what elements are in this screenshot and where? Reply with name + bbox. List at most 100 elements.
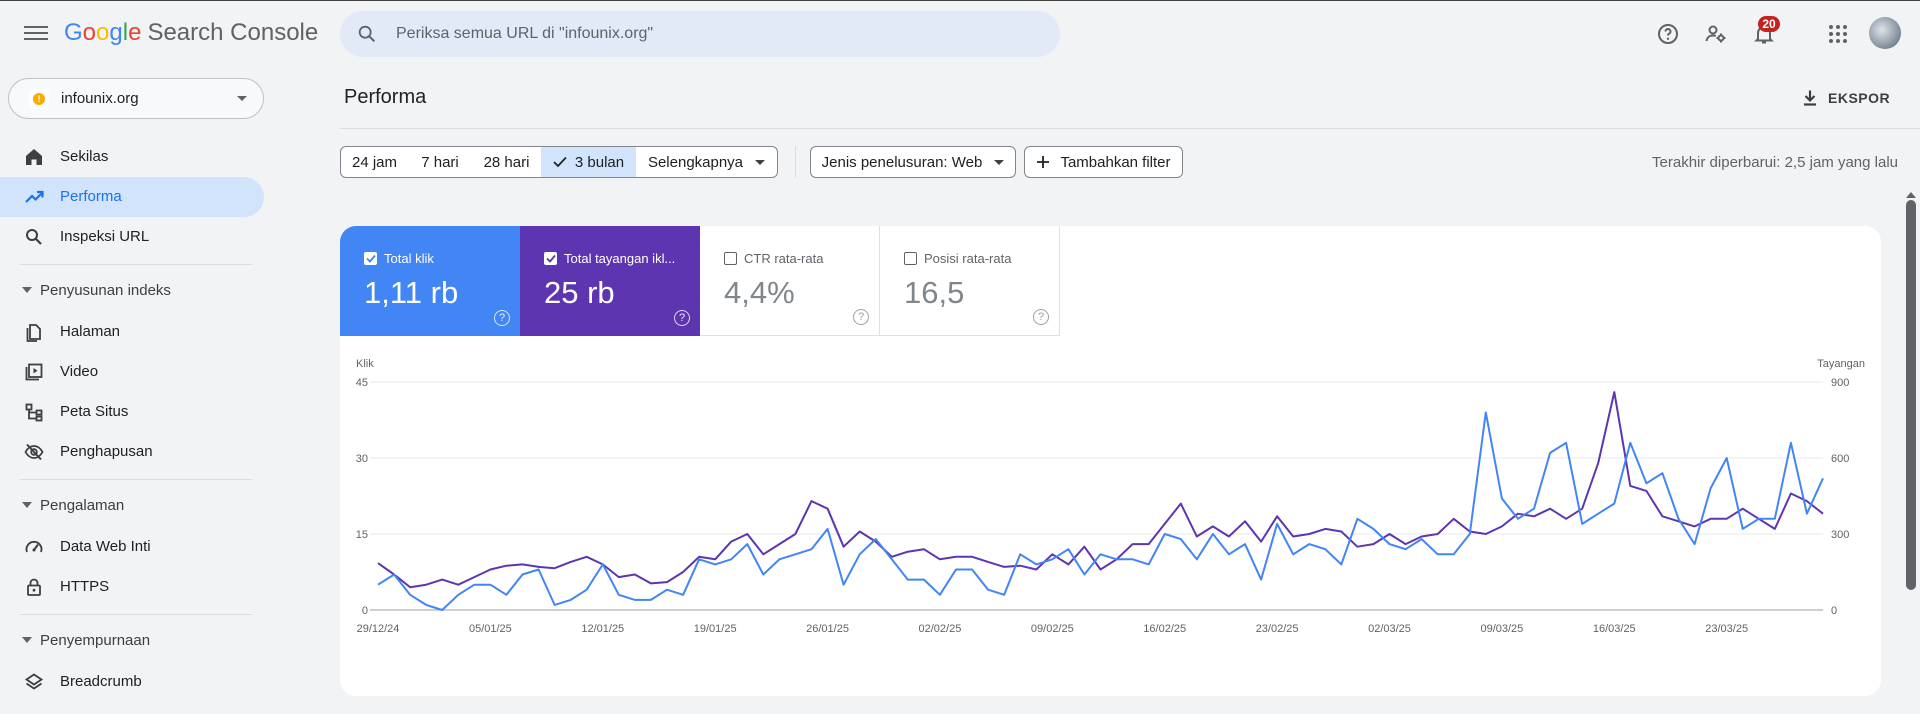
right-tick-label: 300 bbox=[1831, 529, 1849, 541]
sidebar-section-label: Pengalaman bbox=[40, 497, 125, 514]
menu-icon[interactable] bbox=[22, 23, 50, 45]
checkbox-unchecked-icon[interactable] bbox=[904, 252, 917, 265]
sidebar-item-label: Data Web Inti bbox=[60, 538, 151, 555]
scroll-up-arrow[interactable] bbox=[1906, 192, 1916, 198]
collapse-triangle-icon bbox=[22, 287, 32, 293]
sidebar-item-performance[interactable]: Performa bbox=[0, 177, 264, 217]
series-line-klik bbox=[377, 411, 1824, 611]
metric-value: 25 rb bbox=[544, 275, 615, 310]
right-tick-label: 900 bbox=[1831, 377, 1849, 389]
sidebar-item-https[interactable]: HTTPS bbox=[0, 567, 264, 607]
range-label: 28 hari bbox=[483, 153, 530, 171]
sidebar-item-pages[interactable]: Halaman bbox=[0, 312, 264, 352]
metric-average-position[interactable]: Posisi rata-rata 16,5 ? bbox=[880, 226, 1060, 336]
sidebar-item-overview[interactable]: Sekilas bbox=[0, 137, 264, 177]
metric-total-clicks[interactable]: Total klik 1,11 rb ? bbox=[340, 226, 520, 336]
sidebar-section-experience[interactable]: Pengalaman bbox=[0, 491, 264, 521]
scrollbar-thumb[interactable] bbox=[1906, 200, 1916, 590]
export-label: EKSPOR bbox=[1828, 90, 1891, 106]
sidebar-section-indexing[interactable]: Penyusunan indeks bbox=[0, 276, 264, 306]
checkbox-checked-icon[interactable] bbox=[544, 252, 557, 265]
pages-icon bbox=[26, 324, 41, 342]
add-filter-label: Tambahkan filter bbox=[1060, 153, 1171, 171]
x-tick-label: 23/03/25 bbox=[1705, 623, 1748, 635]
sidebar-item-label: Sekilas bbox=[60, 148, 109, 165]
x-tick-label: 12/01/25 bbox=[581, 623, 624, 635]
sidebar-item-label: Peta Situs bbox=[60, 403, 129, 420]
x-tick-label: 09/02/25 bbox=[1031, 623, 1074, 635]
x-tick-label: 02/03/25 bbox=[1368, 623, 1411, 635]
sidebar-item-sitemaps[interactable]: Peta Situs bbox=[0, 392, 264, 432]
google-search-console-logo[interactable]: Google Search Console bbox=[64, 19, 318, 47]
help-icon[interactable]: ? bbox=[674, 310, 690, 326]
performance-chart: 0 15 30 45 0 300 600 900 Klik Tayangan 29/12/24 05/… bbox=[356, 358, 1865, 635]
sidebar-divider bbox=[20, 614, 252, 615]
collapse-triangle-icon bbox=[22, 502, 32, 508]
url-inspection-search[interactable] bbox=[340, 11, 1060, 57]
more-ranges-dropdown[interactable]: Selengkapnya bbox=[636, 146, 778, 178]
help-icon[interactable]: ? bbox=[494, 310, 510, 326]
help-icon[interactable] bbox=[1653, 19, 1683, 49]
manage-users-icon[interactable] bbox=[1701, 19, 1731, 49]
chevron-down-icon bbox=[237, 96, 247, 101]
sitemap-icon bbox=[25, 403, 43, 422]
download-icon bbox=[1804, 90, 1816, 106]
metric-label: Total tayangan ikl... bbox=[564, 251, 676, 266]
x-tick-label: 19/01/25 bbox=[694, 623, 737, 635]
sidebar-item-removals[interactable]: Penghapusan bbox=[0, 432, 264, 472]
account-avatar[interactable] bbox=[1869, 17, 1901, 49]
sidebar-item-label: Inspeksi URL bbox=[60, 228, 150, 245]
left-tick-label: 15 bbox=[356, 529, 368, 541]
x-tick-label: 26/01/25 bbox=[806, 623, 849, 635]
range-label: 7 hari bbox=[421, 153, 459, 171]
header-divider bbox=[340, 128, 1920, 129]
export-button[interactable]: EKSPOR bbox=[1800, 86, 1890, 110]
help-icon[interactable]: ? bbox=[1033, 309, 1049, 325]
x-tick-label: 29/12/24 bbox=[357, 623, 400, 635]
checkbox-checked-icon[interactable] bbox=[364, 252, 377, 265]
search-type-filter[interactable]: Jenis penelusuran: Web bbox=[810, 146, 1016, 178]
logo-letter: o bbox=[96, 19, 110, 46]
search-icon bbox=[26, 229, 42, 245]
right-tick-label: 0 bbox=[1831, 605, 1837, 617]
x-tick-label: 09/03/25 bbox=[1480, 623, 1523, 635]
removals-icon bbox=[24, 443, 44, 461]
range-28d-button[interactable]: 28 hari bbox=[472, 146, 542, 178]
plus-icon bbox=[1037, 156, 1050, 168]
checkbox-unchecked-icon[interactable] bbox=[724, 252, 737, 265]
range-7d-button[interactable]: 7 hari bbox=[408, 146, 473, 178]
property-name: infounix.org bbox=[61, 90, 139, 107]
sidebar-section-enhancements[interactable]: Penyempurnaan bbox=[0, 626, 264, 656]
range-label: Selengkapnya bbox=[647, 153, 744, 171]
range-3m-button[interactable]: 3 bulan bbox=[541, 146, 637, 178]
sidebar-item-video[interactable]: Video bbox=[0, 352, 264, 392]
domain-property-icon: ! bbox=[29, 89, 49, 109]
sidebar-item-breadcrumb[interactable]: Breadcrumb bbox=[0, 662, 264, 702]
search-icon[interactable] bbox=[356, 23, 378, 50]
metric-value: 1,11 rb bbox=[364, 275, 459, 310]
metric-value: 16,5 bbox=[904, 275, 965, 310]
trending-up-icon bbox=[25, 190, 44, 203]
logo-letter: l bbox=[122, 19, 129, 46]
sidebar-item-label: HTTPS bbox=[60, 578, 110, 595]
speed-icon bbox=[25, 540, 43, 553]
sidebar-section-label: Penyempurnaan bbox=[40, 632, 151, 649]
property-selector[interactable]: ! infounix.org bbox=[8, 78, 264, 119]
apps-icon[interactable] bbox=[1823, 19, 1853, 49]
sidebar-item-core-web-vitals[interactable]: Data Web Inti bbox=[0, 527, 264, 567]
metric-value: 4,4% bbox=[724, 275, 795, 310]
x-tick-label: 23/02/25 bbox=[1256, 623, 1299, 635]
left-tick-label: 30 bbox=[356, 453, 368, 465]
range-24h-button[interactable]: 24 jam bbox=[340, 146, 409, 178]
last-updated-text: Terakhir diperbarui: 2,5 jam yang lalu bbox=[1652, 154, 1898, 171]
right-axis-label: Tayangan bbox=[1817, 358, 1865, 370]
search-input[interactable] bbox=[396, 11, 1036, 57]
video-icon bbox=[25, 363, 43, 381]
help-icon[interactable]: ? bbox=[853, 309, 869, 325]
series-line-tayangan bbox=[377, 391, 1824, 589]
range-label: 24 jam bbox=[351, 153, 398, 171]
metric-average-ctr[interactable]: CTR rata-rata 4,4% ? bbox=[700, 226, 880, 336]
sidebar-item-url-inspection[interactable]: Inspeksi URL bbox=[0, 217, 264, 257]
add-filter-button[interactable]: Tambahkan filter bbox=[1024, 146, 1183, 178]
metric-total-impressions[interactable]: Total tayangan ikl... 25 rb ? bbox=[520, 226, 700, 336]
